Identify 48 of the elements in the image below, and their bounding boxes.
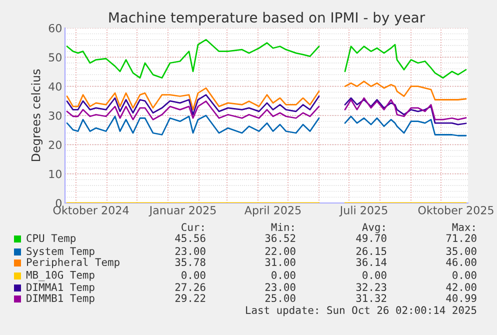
text: 42.00 [446,283,476,292]
text: 49.70 [356,234,386,242]
text: 0.00 [452,271,476,280]
y-tick-label: 50 [48,53,62,62]
text: 0.00 [362,271,386,280]
legend-label: System Temp [26,247,94,258]
legend-label: MB_10G Temp [26,270,94,282]
y-tick-label: 20 [48,140,62,150]
legend-label: Peripheral Temp [27,258,120,268]
chart-title: Machine temperature based on IPMI - by year [109,12,426,26]
x-tick-label: April 2025 [244,206,301,217]
y-tick-label: 60 [48,24,62,32]
x-tick-label: Januar 2025 [148,206,216,216]
text: 0.00 [182,271,206,280]
text: Max: [452,223,474,232]
y-axis-title: Degrees celcius [31,69,43,161]
y-tick-label: 10 [49,170,62,178]
x-tick-label: Oktober 2024 [53,206,129,214]
text: Min: [271,222,294,231]
text: 26.15 [356,247,386,256]
text: 71.20 [446,234,476,242]
text: 45.56 [175,234,206,242]
text: 35.78 [175,258,206,266]
text: 27.26 [175,283,206,292]
legend-label: DIMMA1 Temp [26,283,94,294]
text: 31.00 [265,258,296,266]
text: 29.22 [175,294,206,302]
text: 23.00 [265,283,296,292]
text: 25.00 [265,294,296,302]
text: 46.00 [446,258,476,266]
y-tick-label: 40 [48,82,62,91]
text: 31.32 [356,294,386,302]
text: 40.99 [446,294,476,302]
text: 35.00 [446,247,476,256]
x-tick-label: Oktober 2025 [418,206,494,214]
legend-label: CPU Temp [26,234,76,244]
text: 32.23 [356,283,386,292]
text: Last update: Sun Oct 26 02:00:14 2025 [246,306,476,316]
x-tick-label: Juli 2025 [339,206,388,216]
y-tick-label: 30 [48,111,62,120]
text: 36.14 [356,258,387,266]
text: 22.00 [265,247,296,256]
text: 0.00 [272,271,296,280]
text: 36.52 [265,234,296,242]
text: Cur: [182,223,204,232]
legend-label: DIMMB1 Temp [26,294,94,304]
text: Avg: [362,223,384,234]
text: 23.00 [175,247,206,256]
